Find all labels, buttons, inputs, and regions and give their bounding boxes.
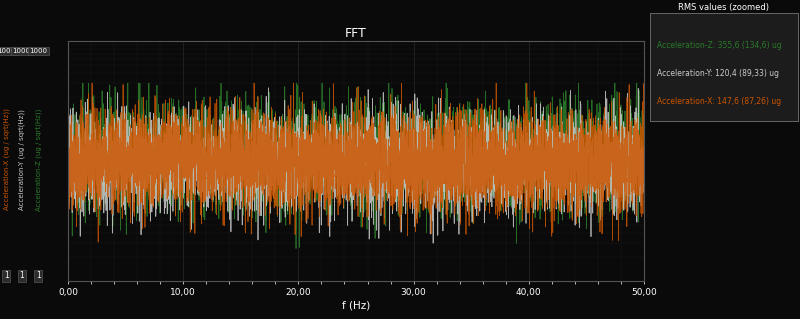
Text: 1000: 1000 [30, 48, 47, 54]
Text: 1: 1 [19, 271, 24, 280]
Title: FFT: FFT [345, 27, 367, 40]
Text: 1: 1 [36, 271, 41, 280]
Text: 1: 1 [4, 271, 9, 280]
Text: Acceleration-Z: 355,6 (134,6) ug: Acceleration-Z: 355,6 (134,6) ug [657, 41, 782, 50]
Text: Acceleration-X (ug / sqrt(Hz)): Acceleration-X (ug / sqrt(Hz)) [3, 108, 10, 211]
Text: Acceleration-Y: 120,4 (89,33) ug: Acceleration-Y: 120,4 (89,33) ug [657, 69, 779, 78]
X-axis label: f (Hz): f (Hz) [342, 300, 370, 310]
Text: 1000: 1000 [13, 48, 30, 54]
Text: Acceleration-X: 147,6 (87,26) ug: Acceleration-X: 147,6 (87,26) ug [657, 97, 781, 106]
Text: Acceleration-Z (ug / sqrt(Hz)): Acceleration-Z (ug / sqrt(Hz)) [35, 108, 42, 211]
Text: 1000: 1000 [0, 48, 15, 54]
Title: RMS values (zoomed): RMS values (zoomed) [678, 3, 769, 12]
Text: Acceleration-Y (ug / sqrt(Hz)): Acceleration-Y (ug / sqrt(Hz)) [18, 109, 25, 210]
